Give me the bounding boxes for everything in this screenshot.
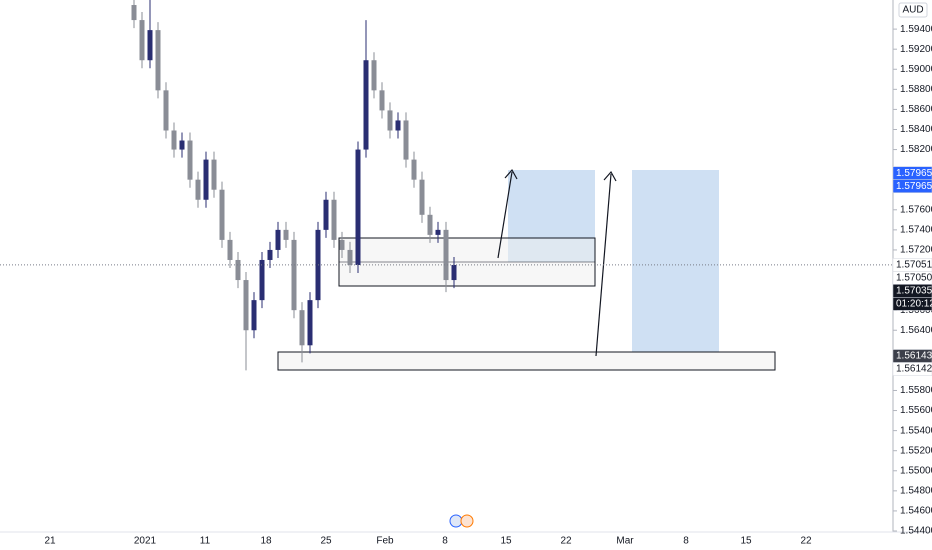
y-tick-label: 1.58400 [900, 124, 932, 135]
arrow [497, 171, 513, 259]
x-tick-label: 22 [560, 536, 572, 547]
candle-body [195, 179, 201, 200]
candle-body [347, 249, 353, 265]
y-tick-label: 1.55000 [900, 465, 932, 476]
candle-body [267, 249, 273, 260]
countdown-bg [892, 297, 932, 311]
candle-body [147, 30, 153, 61]
y-tick-label: 1.56400 [900, 325, 932, 336]
x-tick-label: 22 [800, 536, 812, 547]
y-tick-label: 1.58600 [900, 104, 932, 115]
price-label: 1.57051 [896, 260, 932, 271]
currency: AUD [902, 5, 923, 16]
y-tick-label: 1.57600 [900, 204, 932, 215]
price-label: 1.57035 [896, 286, 932, 297]
candle-body [283, 229, 289, 240]
candle-body [211, 159, 217, 190]
candle-body [179, 140, 185, 150]
y-tick-label: 1.57200 [900, 245, 932, 256]
price-label: 1.56142 [896, 364, 932, 375]
candle-body [235, 259, 241, 281]
candle-body [139, 20, 145, 61]
candle-body [339, 239, 345, 250]
candle-body [403, 120, 409, 160]
candle-body [171, 130, 177, 150]
logo-icon[interactable] [460, 514, 474, 528]
candle-body [363, 60, 369, 150]
candle-body [451, 264, 457, 281]
candle-body [411, 159, 417, 180]
zone-box [277, 351, 776, 371]
candle-body [395, 120, 401, 131]
price-label: 1.57965 [896, 168, 932, 179]
candle-body [131, 5, 137, 21]
price-label: 1.56143 [896, 351, 932, 362]
x-tick-label: 11 [200, 536, 211, 547]
price-label-bg [892, 362, 932, 376]
x-tick-label: 15 [500, 536, 512, 547]
price-label-bg [892, 179, 932, 193]
candle-body [219, 189, 225, 240]
x-tick-label: 18 [260, 536, 272, 547]
x-tick-label: 2021 [134, 536, 157, 547]
candle-body [155, 30, 161, 91]
candle-body [435, 229, 441, 235]
x-tick-label: Feb [376, 536, 394, 547]
logo-icon[interactable] [449, 514, 463, 528]
candle-body [227, 239, 233, 260]
y-tick-label: 1.58800 [900, 84, 932, 95]
candle-body [379, 90, 385, 111]
candle-body [307, 300, 313, 346]
target-zone [632, 170, 719, 352]
candle-body [275, 229, 281, 250]
price-label: 1.57965 [896, 181, 932, 192]
price-label: 1.57050 [896, 273, 932, 284]
countdown: 01:20:12 [896, 299, 932, 310]
y-tick-label: 1.54800 [900, 485, 932, 496]
candle-body [243, 280, 249, 331]
y-tick-label: 1.57400 [900, 225, 932, 236]
candle-body [187, 140, 193, 180]
y-tick-label: 1.55800 [900, 385, 932, 396]
candle-body [203, 159, 209, 200]
candle-body [163, 90, 169, 131]
x-tick-label: 8 [442, 536, 448, 547]
x-tick-label: 15 [740, 536, 752, 547]
candle-body [291, 239, 297, 311]
y-tick-label: 1.54400 [900, 526, 932, 537]
x-tick-label: Mar [616, 536, 634, 547]
candle-body [355, 149, 361, 265]
candle-body [443, 229, 449, 281]
arrow-head [504, 168, 518, 180]
y-tick-label: 1.55600 [900, 405, 932, 416]
x-tick-label: 8 [683, 536, 689, 547]
candle-body [251, 300, 257, 331]
y-tick-label: 1.55200 [900, 445, 932, 456]
y-tick-label: 1.59200 [900, 44, 932, 55]
candle-body [419, 179, 425, 215]
arrow-head [603, 170, 617, 182]
x-tick-label: 21 [44, 536, 56, 547]
y-tick-label: 1.55400 [900, 425, 932, 436]
x-tick-label: 25 [320, 536, 332, 547]
y-tick-label: 1.59400 [900, 24, 932, 35]
candle-body [371, 60, 377, 91]
currency-badge[interactable] [898, 2, 928, 18]
candle-body [299, 310, 305, 346]
candle-body [331, 199, 337, 240]
candle-body [387, 110, 393, 131]
y-tick-label: 1.59000 [900, 64, 932, 75]
y-tick-label: 1.54600 [900, 506, 932, 517]
candle-body [427, 214, 433, 235]
candle-body [323, 199, 329, 230]
y-tick-label: 1.58200 [900, 144, 932, 155]
candle-body [259, 259, 265, 301]
